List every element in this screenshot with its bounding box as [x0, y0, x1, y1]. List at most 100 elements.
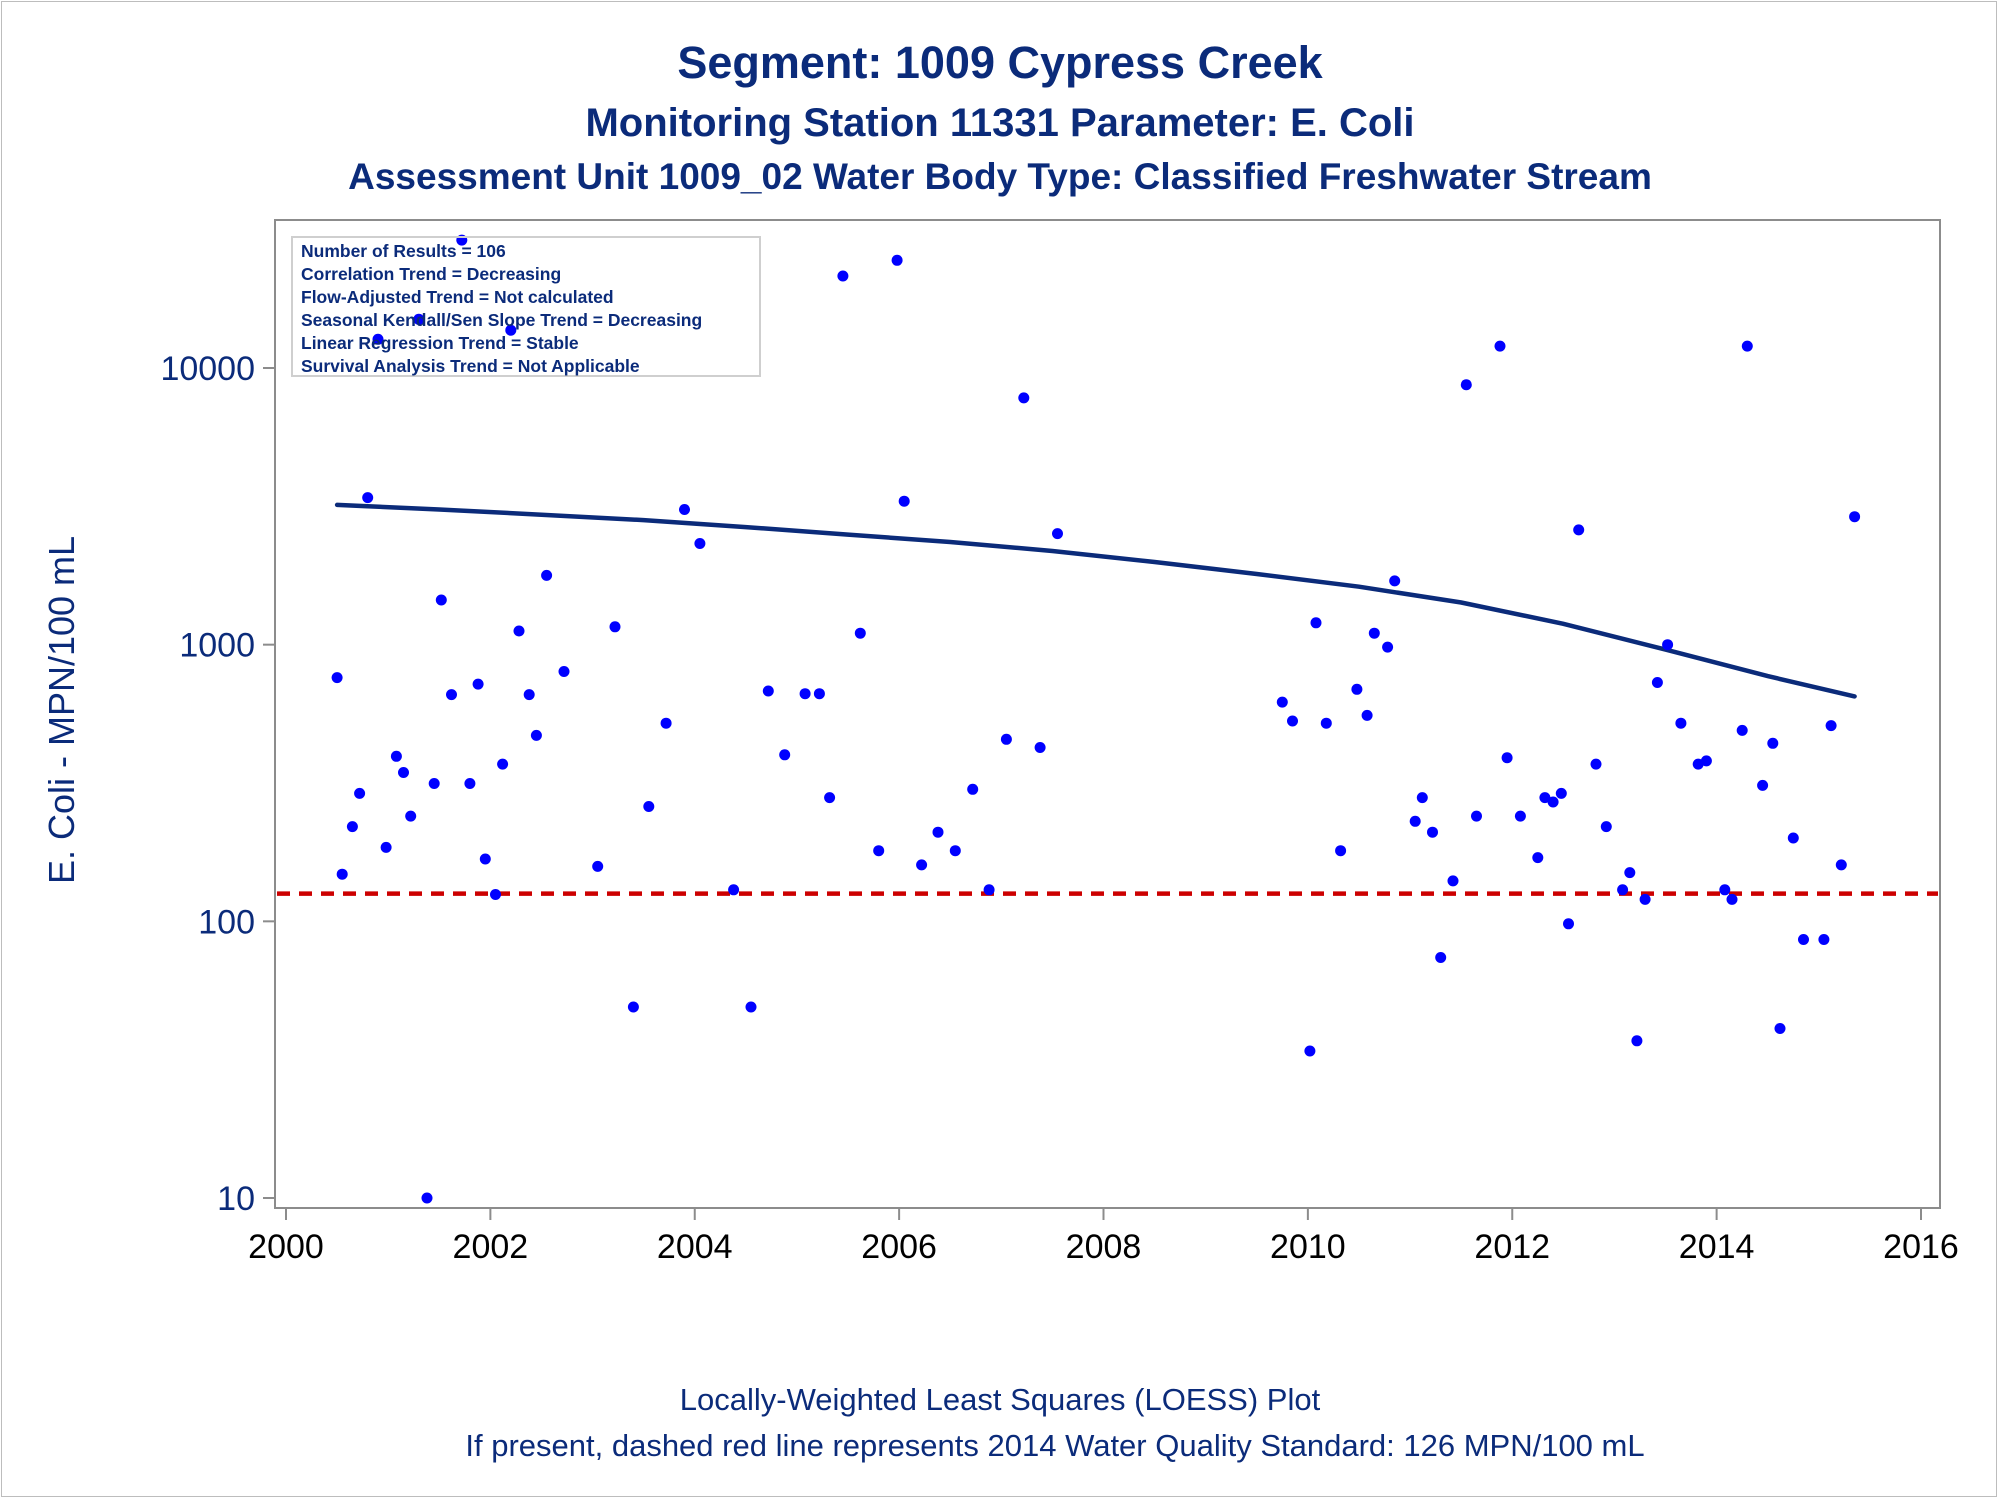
- data-point: [837, 270, 849, 282]
- data-point: [824, 792, 836, 804]
- data-point: [390, 750, 402, 762]
- y-tick-label: 1000: [179, 627, 255, 665]
- data-point: [762, 685, 774, 697]
- y-tick-label: 10000: [160, 350, 255, 388]
- data-point: [1351, 683, 1363, 695]
- data-point: [1849, 511, 1861, 523]
- plot-area: [274, 219, 1941, 1209]
- data-point: [813, 688, 825, 700]
- data-point: [346, 821, 358, 833]
- data-point: [435, 594, 447, 606]
- x-tick-label: 2002: [453, 1228, 529, 1266]
- data-point: [891, 254, 903, 266]
- chart-title: Segment: 1009 Cypress Creek: [677, 37, 1323, 88]
- data-point: [592, 860, 604, 872]
- data-point: [1651, 677, 1663, 688]
- data-point: [331, 672, 343, 684]
- data-point: [1573, 524, 1585, 536]
- data-point: [1310, 617, 1322, 629]
- data-point: [497, 758, 509, 770]
- x-tick-label: 2014: [1679, 1228, 1755, 1266]
- data-point: [398, 767, 409, 778]
- loess-curve: [334, 502, 1857, 699]
- data-point: [609, 621, 621, 633]
- data-point: [1798, 934, 1809, 945]
- data-point: [513, 625, 525, 637]
- data-point: [354, 787, 366, 799]
- data-point: [428, 778, 440, 789]
- data-point: [336, 868, 348, 880]
- data-point: [854, 627, 866, 639]
- data-point: [873, 845, 885, 857]
- data-point: [1617, 884, 1629, 896]
- data-point: [1494, 340, 1506, 352]
- data-point: [745, 1001, 757, 1013]
- x-tick-label: 2016: [1883, 1228, 1959, 1266]
- data-point: [380, 841, 392, 853]
- data-point: [949, 845, 961, 857]
- x-tick-label: 2000: [248, 1228, 324, 1266]
- data-point: [898, 495, 910, 507]
- data-point: [627, 1001, 639, 1013]
- data-point: [1501, 752, 1513, 764]
- data-point: [1368, 627, 1380, 639]
- footnote-standard: If present, dashed red line represents 2…: [465, 1428, 1645, 1463]
- stat-linear-regression-trend: Linear Regression Trend = Stable: [301, 333, 579, 353]
- data-point: [421, 1192, 433, 1204]
- data-point: [1320, 717, 1332, 729]
- data-point: [479, 853, 491, 865]
- data-point: [362, 492, 374, 504]
- data-point: [1757, 779, 1769, 791]
- data-point: [1700, 755, 1712, 767]
- data-point: [1052, 528, 1063, 540]
- data-point: [1532, 852, 1544, 864]
- data-point: [372, 333, 384, 345]
- data-point: [1818, 934, 1830, 945]
- data-point: [505, 324, 517, 336]
- data-point: [967, 783, 979, 795]
- data-point: [1427, 826, 1438, 838]
- data-point: [1767, 737, 1779, 749]
- data-point: [558, 666, 570, 677]
- trend-stats-box: Number of Results = 106 Correlation Tren…: [291, 236, 761, 377]
- stat-flow-adjusted-trend: Flow-Adjusted Trend = Not calculated: [301, 287, 614, 307]
- data-point: [1389, 575, 1401, 587]
- data-point: [1034, 742, 1046, 753]
- data-point: [1409, 815, 1421, 827]
- x-tick-label: 2012: [1474, 1228, 1550, 1266]
- data-point: [932, 826, 944, 838]
- data-point: [490, 889, 501, 900]
- data-point: [983, 884, 995, 896]
- data-point: [643, 801, 655, 812]
- data-point: [1304, 1045, 1316, 1057]
- data-point: [446, 689, 457, 701]
- y-tick-label: 100: [198, 903, 255, 941]
- data-point: [1447, 875, 1459, 887]
- data-point: [1555, 787, 1567, 799]
- stat-seasonal-kendall-trend: Seasonal Kendall/Sen Slope Trend = Decre…: [301, 310, 703, 330]
- data-point: [1000, 733, 1012, 745]
- y-tick-label: 10: [217, 1180, 255, 1218]
- data-point: [1276, 696, 1288, 708]
- x-tick-label: 2006: [861, 1228, 937, 1266]
- data-point: [1590, 758, 1602, 770]
- data-point: [660, 717, 672, 729]
- footnote-loess: Locally-Weighted Least Squares (LOESS) P…: [679, 1382, 1321, 1417]
- data-point: [1624, 867, 1636, 879]
- data-point: [1631, 1035, 1643, 1047]
- data-point: [1719, 884, 1731, 896]
- data-point: [1675, 717, 1687, 729]
- data-point: [1018, 392, 1030, 404]
- data-point: [1825, 720, 1837, 732]
- chart-subtitle-assessment: Assessment Unit 1009_02 Water Body Type:…: [348, 156, 1652, 197]
- data-point: [1382, 641, 1394, 653]
- data-point: [1726, 893, 1738, 905]
- data-point: [1662, 639, 1674, 651]
- data-point: [1287, 715, 1298, 727]
- data-point: [530, 729, 542, 741]
- x-tick-label: 2008: [1066, 1228, 1142, 1266]
- data-point: [1361, 709, 1373, 721]
- data-point: [1547, 796, 1559, 808]
- stat-correlation-trend: Correlation Trend = Decreasing: [301, 264, 562, 284]
